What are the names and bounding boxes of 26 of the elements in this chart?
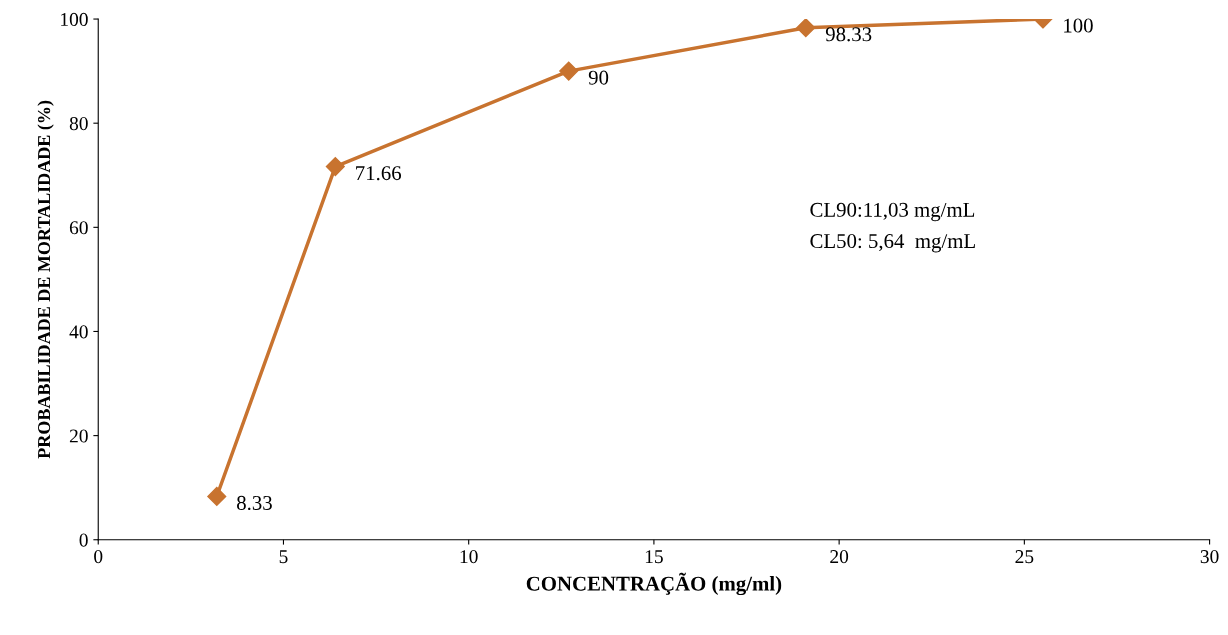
y-tick-label: 60 xyxy=(69,221,88,235)
y-tick-label: 40 xyxy=(69,325,88,339)
annotation: CL50: 5,64 mg/mL xyxy=(810,234,975,253)
x-axis-title: CONCENTRAÇÃO (mg/ml) xyxy=(526,572,782,596)
x-tick-label: 10 xyxy=(460,550,478,564)
data-label: 90 xyxy=(588,70,609,85)
point xyxy=(559,61,579,81)
x-tick-label: 5 xyxy=(279,550,288,564)
annotation: CL90:11,03 mg/mL xyxy=(810,202,975,222)
data-label: 71.66 xyxy=(356,166,402,181)
data-label: 8.33 xyxy=(237,495,272,511)
x-tick-label: 20 xyxy=(830,550,849,564)
data-label: 100 xyxy=(1064,18,1093,33)
point xyxy=(207,486,227,506)
y-tick-label: 80 xyxy=(69,117,88,131)
point xyxy=(325,157,345,177)
x-tick-label: 0 xyxy=(94,550,103,564)
x-tick-label: 15 xyxy=(645,550,663,564)
x-tick-label: 30 xyxy=(1200,550,1219,564)
y-tick-label: 20 xyxy=(69,429,88,443)
y-tick-label: 0 xyxy=(79,533,88,547)
x-tick-label: 25 xyxy=(1015,550,1034,564)
point xyxy=(796,19,816,38)
y-axis-title: PROBABILIDADE DE MORTALIDADE (%) xyxy=(37,100,54,459)
data-label: 98.33 xyxy=(825,27,872,42)
y-tick-label: 100 xyxy=(61,12,88,26)
